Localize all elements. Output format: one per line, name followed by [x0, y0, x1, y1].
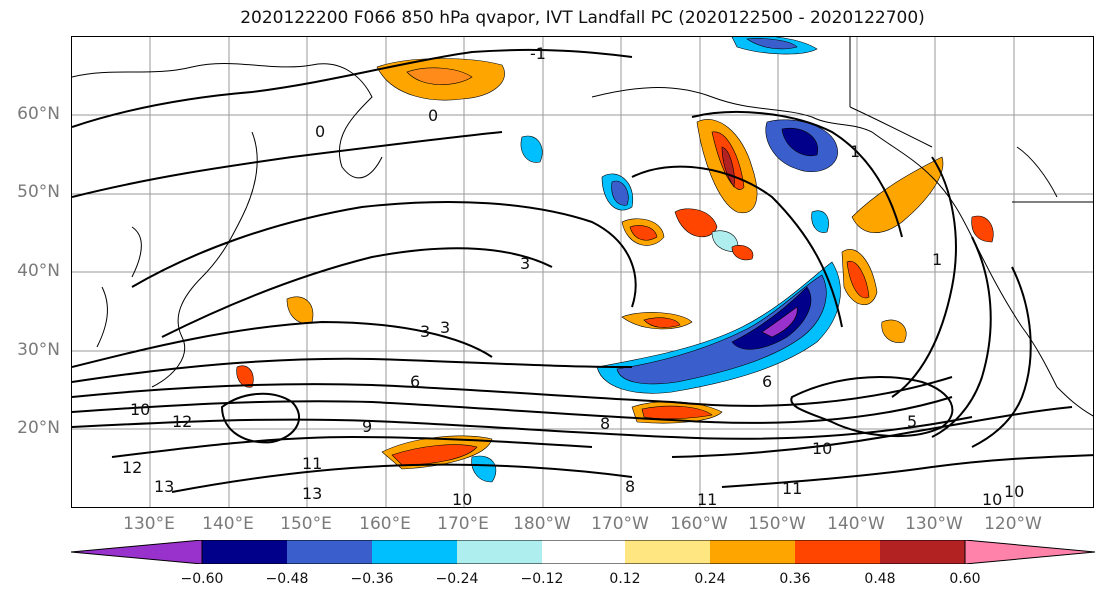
contour-label: 3 [440, 318, 450, 337]
contour-value-labels: -1 0 0 1 3 3 3 6 6 8 8 9 10 10 10 10 11 … [122, 44, 1024, 508]
colorbar-segment [457, 540, 542, 564]
contour-label: 10 [812, 439, 832, 458]
coastlines [72, 62, 1093, 417]
lon-label-150e: 150°E [280, 514, 332, 534]
lon-label-120w: 120°W [984, 514, 1042, 534]
contour-label: 10 [1004, 482, 1024, 501]
contour-label: 8 [625, 477, 635, 496]
contour-label: 1 [850, 142, 860, 161]
contour-label: 13 [154, 477, 174, 496]
colorbar-outline [201, 540, 966, 564]
colorbar-tick: −0.60 [180, 571, 224, 587]
contour-label: 8 [600, 414, 610, 433]
colorbar-tick: 0.24 [694, 571, 726, 587]
map-plot: -1 0 0 1 3 3 3 6 6 8 8 9 10 10 10 10 11 … [72, 37, 1093, 508]
contour-label: -1 [530, 44, 546, 63]
colorbar-segment [287, 540, 372, 564]
contour-label: 6 [410, 372, 420, 391]
colorbar-tick: −0.24 [435, 571, 479, 587]
contour-label: 10 [452, 490, 472, 508]
lat-label-20n: 20°N [17, 418, 60, 438]
colorbar-tick: 0.48 [864, 571, 896, 587]
contour-label: 3 [420, 322, 430, 341]
contour-label: 10 [982, 490, 1002, 508]
lat-label-60n: 60°N [17, 104, 60, 124]
colorbar-segment [880, 540, 965, 564]
contour-label: 5 [907, 412, 917, 431]
colorbar-segment [542, 540, 625, 564]
filled-anomalies [236, 37, 994, 483]
colorbar-tick: 0.12 [609, 571, 641, 587]
contour-label: 3 [520, 254, 530, 273]
colorbar [71, 540, 1096, 564]
lon-label-130w: 130°W [905, 514, 963, 534]
colorbar-tick: 0.60 [949, 571, 981, 587]
contour-label: 1 [932, 250, 942, 269]
lat-label-30n: 30°N [17, 340, 60, 360]
contour-lines [72, 48, 1093, 493]
lon-label-170w: 170°W [591, 514, 649, 534]
lon-label-160w: 160°W [670, 514, 728, 534]
lon-label-140w: 140°W [827, 514, 885, 534]
lon-label-140e: 140°E [202, 514, 254, 534]
colorbar-tick: −0.48 [265, 571, 309, 587]
colorbar-tick: 0.36 [779, 571, 811, 587]
colorbar-segment [372, 540, 457, 564]
map-panel: -1 0 0 1 3 3 3 6 6 8 8 9 10 10 10 10 11 … [71, 36, 1094, 508]
colorbar-segment [625, 540, 710, 564]
contour-label: 13 [302, 484, 322, 503]
lat-label-50n: 50°N [17, 182, 60, 202]
contour-label: 11 [697, 490, 717, 508]
contour-label: 10 [130, 400, 150, 419]
contour-label: 12 [172, 412, 192, 431]
lon-label-170e: 170°E [437, 514, 489, 534]
contour-label: 6 [762, 372, 772, 391]
lon-label-180w: 180°W [513, 514, 571, 534]
lon-label-130e: 130°E [123, 514, 175, 534]
borders [849, 37, 1093, 203]
contour-label: 11 [782, 479, 802, 498]
contour-label: 11 [302, 454, 322, 473]
map-gridlines [72, 37, 1093, 507]
colorbar-segment [710, 540, 795, 564]
map-title: 2020122200 F066 850 hPa qvapor, IVT Land… [240, 8, 925, 28]
colorbar-extend-high [964, 540, 1096, 564]
colorbar-segment [202, 540, 287, 564]
contour-label: 0 [315, 122, 325, 141]
contour-label: 12 [122, 458, 142, 477]
lon-label-160e: 160°E [359, 514, 411, 534]
colorbar-tick: −0.36 [350, 571, 394, 587]
colorbar-extend-low [71, 540, 203, 564]
lat-label-40n: 40°N [17, 261, 60, 281]
colorbar-segment [795, 540, 880, 564]
lon-label-150w: 150°W [748, 514, 806, 534]
colorbar-tick: −0.12 [520, 571, 564, 587]
contour-label: 0 [428, 106, 438, 125]
contour-label: 9 [362, 417, 372, 436]
